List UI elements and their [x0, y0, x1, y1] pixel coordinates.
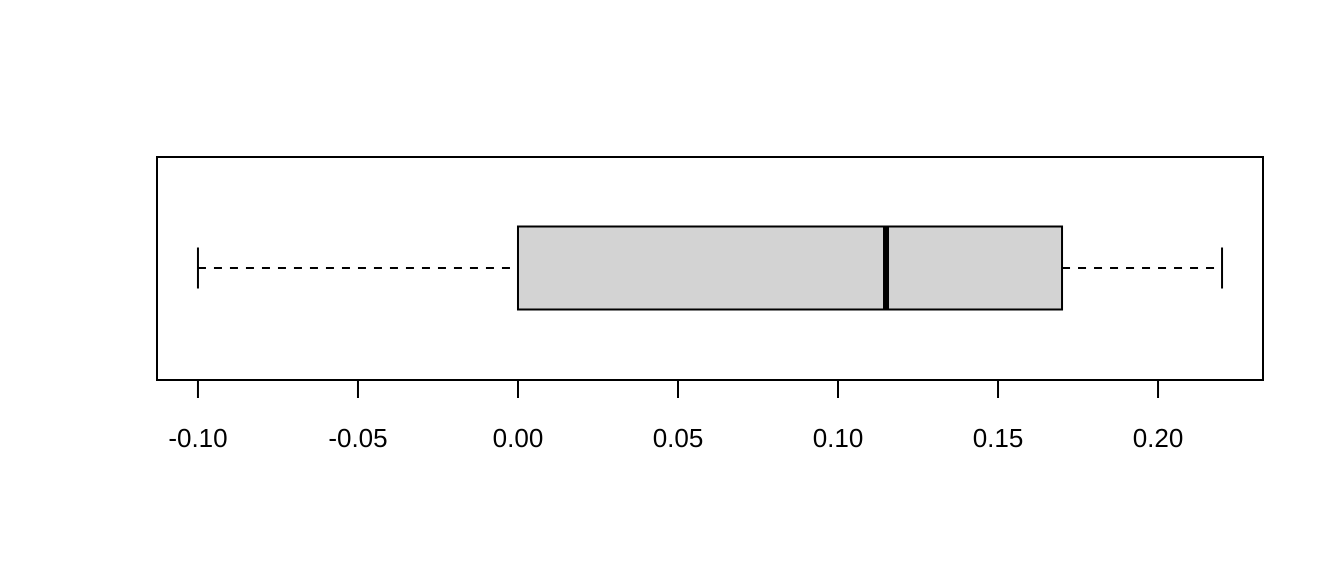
x-tick-label: 0.05 [653, 423, 704, 453]
x-tick-label: -0.10 [168, 423, 227, 453]
x-tick-label: 0.00 [493, 423, 544, 453]
x-tick-label: 0.10 [813, 423, 864, 453]
box [516, 225, 1064, 311]
x-tick-label: 0.15 [973, 423, 1024, 453]
x-tick-label: -0.05 [328, 423, 387, 453]
x-tick-label: 0.20 [1133, 423, 1184, 453]
plot-frame [156, 156, 1264, 381]
